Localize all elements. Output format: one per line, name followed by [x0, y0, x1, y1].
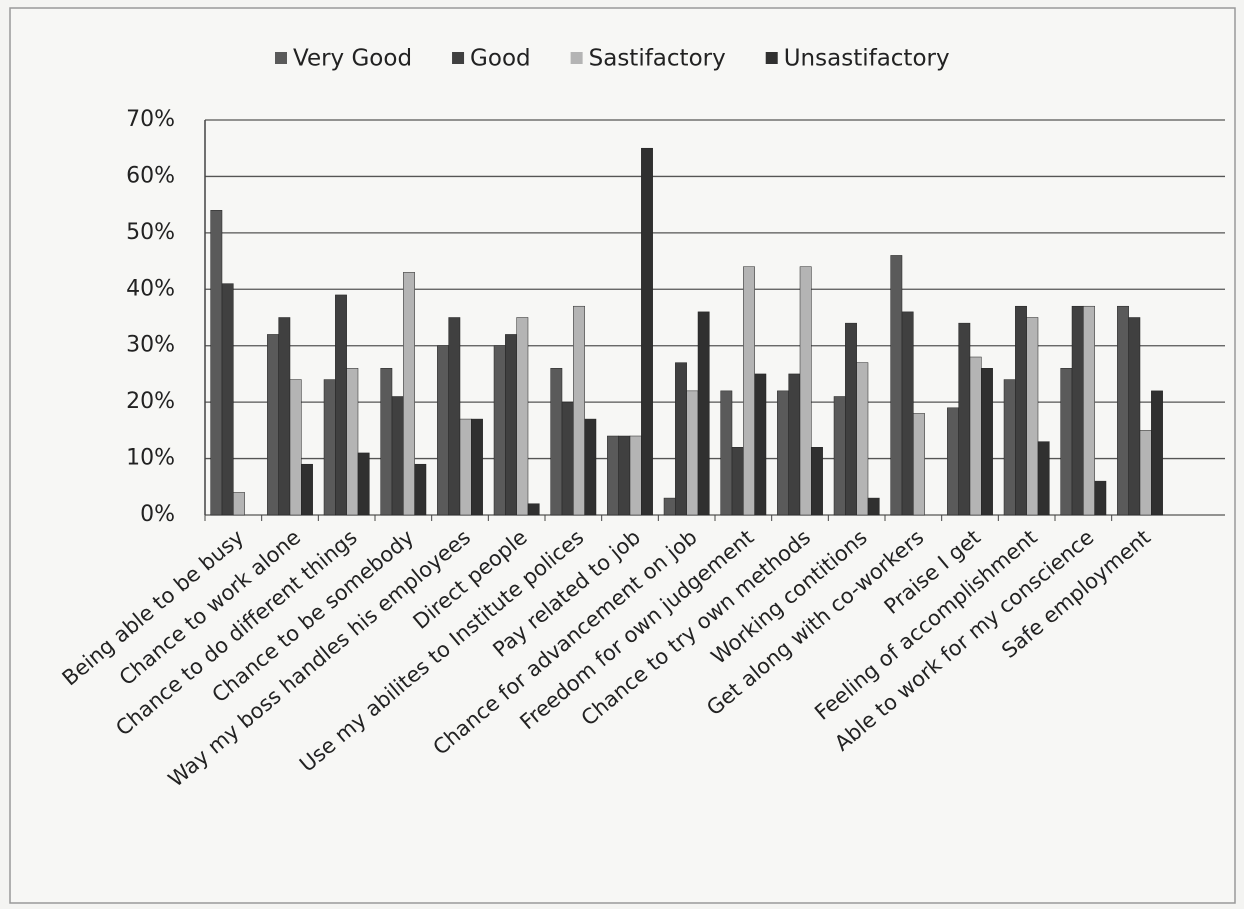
bar: [323, 379, 336, 516]
bar: [527, 503, 540, 516]
bar: [1094, 480, 1107, 516]
legend-label: Very Good: [293, 46, 412, 72]
bar: [833, 396, 846, 516]
bar: [267, 334, 279, 516]
bar: [380, 368, 393, 516]
bar: [777, 390, 789, 516]
legend-label: Unsastifactory: [784, 46, 950, 72]
bar: [210, 210, 223, 516]
bar: [686, 390, 699, 516]
bar: [584, 418, 597, 516]
bar: [697, 311, 710, 516]
bar: [448, 317, 461, 516]
y-tick-label: 10%: [126, 446, 175, 471]
bar: [663, 497, 676, 516]
bar: [346, 368, 359, 516]
bar: [913, 413, 925, 516]
bar: [233, 492, 245, 516]
bar: [969, 356, 982, 516]
legend-swatch: [275, 52, 287, 64]
bar: [981, 368, 993, 516]
bar: [799, 266, 812, 516]
bar: [675, 362, 687, 516]
bar: [437, 345, 449, 516]
bar: [1117, 305, 1129, 516]
bar: [1015, 305, 1027, 516]
y-tick-label: 60%: [126, 163, 175, 188]
bar: [947, 407, 959, 516]
bar: [890, 255, 903, 516]
bar: [289, 379, 302, 516]
bar: [1003, 379, 1016, 516]
bar: [1037, 441, 1050, 516]
y-tick-label: 50%: [126, 220, 175, 245]
bar: [1151, 390, 1163, 516]
bar: [754, 373, 767, 516]
bar: [561, 401, 574, 516]
y-tick-label: 20%: [126, 389, 175, 414]
bar: [1071, 305, 1084, 516]
bar: [301, 463, 313, 516]
bar: [516, 317, 529, 516]
bar: [731, 447, 744, 516]
bar: [618, 435, 631, 516]
bar: [641, 147, 653, 516]
bar: [629, 435, 642, 516]
bar: [901, 311, 914, 516]
bar: [459, 418, 472, 516]
bar: [335, 294, 347, 516]
bar: [493, 345, 506, 516]
bar: [1083, 305, 1095, 516]
bar: [1128, 317, 1141, 516]
legend-label: Sastifactory: [589, 46, 726, 72]
bar: [958, 322, 971, 516]
bar: [573, 305, 585, 516]
y-tick-label: 0%: [140, 502, 175, 527]
bar: [550, 368, 563, 516]
y-tick-label: 30%: [126, 333, 175, 358]
bar: [221, 283, 234, 516]
bar: [743, 266, 755, 516]
bar: [811, 447, 823, 516]
legend-swatch: [765, 52, 778, 64]
y-tick-label: 40%: [126, 276, 175, 301]
bar: [403, 272, 415, 516]
bar: [471, 418, 483, 516]
bar: [856, 362, 869, 516]
bar: [845, 322, 857, 516]
bar: [505, 334, 517, 516]
bar: [1026, 317, 1039, 516]
bar: [720, 390, 733, 516]
bar: [867, 497, 880, 516]
bar: [1060, 368, 1073, 516]
legend-label: Good: [470, 46, 531, 72]
bar: [357, 452, 370, 516]
bar: [1139, 430, 1152, 516]
bar: [278, 317, 291, 516]
bar: [391, 396, 404, 516]
legend-swatch: [570, 52, 583, 64]
bar: [788, 373, 801, 516]
bar: [414, 463, 427, 516]
y-tick-label: 70%: [126, 107, 175, 132]
legend-swatch: [452, 52, 465, 64]
bar: [607, 435, 619, 516]
